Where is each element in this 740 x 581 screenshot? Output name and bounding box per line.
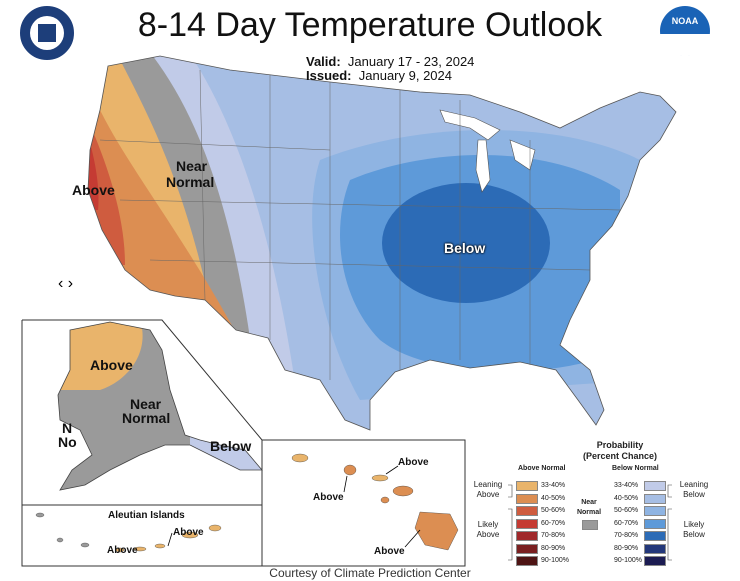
- label-ak-no: No: [58, 434, 77, 450]
- legend-near-label: Near Normal: [576, 498, 602, 518]
- legend-below-swatch: [644, 531, 666, 541]
- legend-leaning-below: Leaning Below: [676, 480, 712, 500]
- label-near-line2: Normal: [166, 174, 215, 190]
- legend-title: Probability (Percent Chance): [560, 440, 680, 462]
- legend-above-range: 60-70%: [541, 519, 566, 527]
- label-aleutian-title: Aleutian Islands: [108, 510, 185, 521]
- label-ak-n: N: [62, 420, 73, 436]
- legend-above-range: 50-60%: [541, 507, 566, 514]
- page-title: 8-14 Day Temperature Outlook: [137, 6, 603, 44]
- legend-likely-below1: Likely: [683, 520, 705, 529]
- legend-above-range: 70-80%: [541, 532, 566, 539]
- issued-line: Issued: January 9, 2024: [306, 68, 452, 83]
- legend-above-range: 33-40%: [541, 482, 566, 489]
- legend-below-range: 70-80%: [614, 532, 639, 539]
- label-near-line1: Near: [176, 158, 208, 174]
- legend-leaning-above2: Above: [476, 490, 500, 499]
- noaa-text: NOAA: [671, 16, 699, 26]
- nav-arrows[interactable]: ‹ ›: [58, 275, 74, 292]
- legend-likely-above: Likely Above: [470, 520, 506, 540]
- label-aleutian-above2: Above: [107, 545, 138, 556]
- label-ak-above: Above: [90, 357, 133, 373]
- legend-below-range: 80-90%: [614, 544, 639, 552]
- legend-below-swatch: [644, 481, 666, 491]
- noaa-logo: NOAA: [660, 6, 710, 56]
- label-ak-near2: Normal: [122, 410, 171, 426]
- legend-below-swatch: [644, 518, 666, 529]
- legend-leaning-above1: Leaning: [473, 480, 503, 489]
- legend-below-swatch: [644, 543, 666, 554]
- legend-near-label2: Normal: [576, 509, 602, 516]
- credit-text: Courtesy of Climate Prediction Center: [269, 566, 471, 580]
- legend-likely-below: Likely Below: [676, 520, 712, 540]
- legend-likely-above2: Above: [476, 530, 500, 539]
- label-hi-above1: Above: [398, 457, 429, 468]
- legend-below-range: 50-60%: [614, 507, 639, 514]
- legend-title-line1: Probability: [596, 440, 644, 450]
- label-ak-below: Below: [210, 438, 252, 454]
- label-ak-near1: Near: [130, 396, 162, 412]
- issued-label: Issued:: [306, 68, 352, 83]
- legend-above-swatch: [516, 493, 538, 504]
- legend-above-swatch: [516, 481, 538, 491]
- label-hi-above2: Above: [313, 492, 344, 503]
- legend-below-range: 33-40%: [614, 482, 639, 489]
- legend-near-label1: Near: [581, 499, 597, 506]
- valid-dates: January 17 - 23, 2024: [347, 54, 475, 69]
- legend-leaning-below1: Leaning: [679, 480, 709, 489]
- legend-below-range: 90-100%: [614, 557, 643, 564]
- legend-below-head: Below Normal: [612, 465, 659, 472]
- legend-below-swatch: [644, 506, 666, 516]
- legend-above-head: Above Normal: [518, 465, 566, 472]
- legend-below-range: 40-50%: [614, 494, 639, 502]
- legend-likely-below2: Below: [683, 530, 705, 539]
- label-aleutian-above1: Above: [173, 527, 204, 538]
- legend-above-range: 90-100%: [541, 557, 570, 564]
- valid-label: Valid:: [306, 54, 341, 69]
- legend-above-swatch: [516, 543, 538, 554]
- label-below-center: Below: [444, 240, 486, 256]
- legend-leaning-above: Leaning Above: [470, 480, 506, 500]
- legend-leaning-below2: Below: [683, 490, 705, 499]
- legend-above-swatch: [516, 556, 538, 566]
- legend-above-range: 80-90%: [541, 544, 566, 552]
- legend-above-swatch: [516, 518, 538, 529]
- legend-likely-above1: Likely: [477, 520, 499, 529]
- label-above-west: Above: [72, 182, 115, 198]
- doc-seal-logo: [20, 6, 74, 60]
- legend-above-swatch: [516, 506, 538, 516]
- legend-below-swatch: [644, 556, 666, 566]
- legend-below-range: 60-70%: [614, 519, 639, 527]
- legend-title-line2: (Percent Chance): [582, 451, 658, 461]
- valid-line: Valid: January 17 - 23, 2024: [306, 54, 474, 69]
- issued-date: January 9, 2024: [358, 68, 452, 83]
- legend-below-swatch: [644, 493, 666, 504]
- legend-near-swatch: [582, 520, 598, 530]
- legend-above-range: 40-50%: [541, 494, 566, 502]
- legend-above-swatch: [516, 531, 538, 541]
- label-hi-above3: Above: [374, 546, 405, 557]
